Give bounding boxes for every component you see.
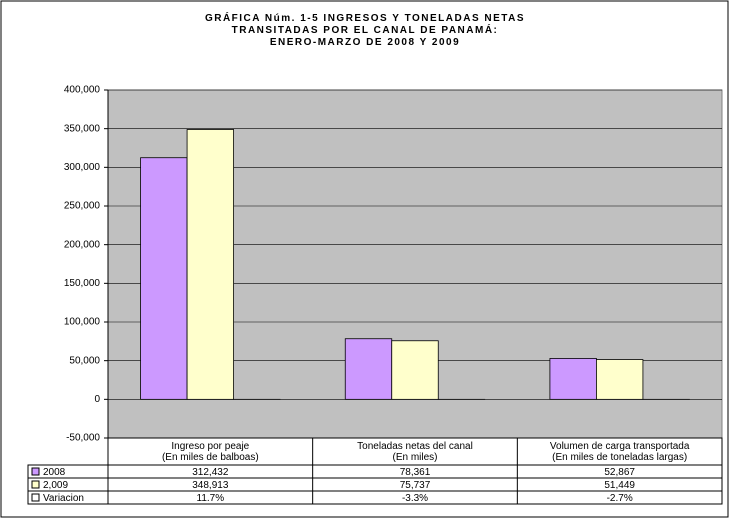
legend-swatch: [31, 493, 40, 502]
table-value: 52,867: [604, 467, 635, 478]
table-value: 51,449: [604, 480, 635, 491]
bar: [549, 358, 597, 400]
table-value: 348,913: [192, 480, 229, 491]
y-tick-label: 300,000: [64, 162, 101, 173]
table-value: 75,737: [400, 480, 431, 491]
y-tick-label: 50,000: [69, 355, 100, 366]
table-value: 312,432: [192, 467, 229, 478]
bar: [344, 338, 393, 400]
bar: [596, 359, 644, 400]
bar: [140, 157, 188, 400]
bar: [391, 340, 439, 400]
y-tick-label: -50,000: [66, 433, 100, 444]
table-value: 78,361: [400, 467, 431, 478]
bar: [186, 129, 234, 400]
y-tick-label: 0: [94, 394, 100, 405]
legend-label: 2,009: [43, 480, 68, 491]
table-value: -3.3%: [402, 493, 428, 504]
data-table-body: [27, 464, 723, 505]
x-tick-label: Toneladas netas del canal (En miles): [357, 441, 473, 463]
x-tick-label: Ingreso por peaje (En miles de balboas): [162, 441, 259, 463]
x-tick-label: Volumen de carga transportada (En miles d…: [550, 441, 690, 463]
y-tick-label: 400,000: [64, 85, 101, 96]
table-value: 11.7%: [197, 493, 225, 504]
y-tick-label: 200,000: [64, 239, 101, 250]
chart-title: GRÁFICA Núm. 1-5 INGRESOS Y TONELADAS NE…: [205, 11, 525, 48]
y-tick-label: 150,000: [64, 278, 101, 289]
legend-swatch: [31, 480, 40, 489]
legend-label: Variacion: [43, 493, 84, 504]
legend-label: 2008: [43, 467, 66, 478]
y-tick-label: 350,000: [64, 123, 101, 134]
y-tick-label: 100,000: [64, 317, 101, 328]
y-tick-label: 250,000: [64, 201, 101, 212]
legend-swatch: [31, 467, 40, 476]
table-value: -2.7%: [607, 493, 633, 504]
